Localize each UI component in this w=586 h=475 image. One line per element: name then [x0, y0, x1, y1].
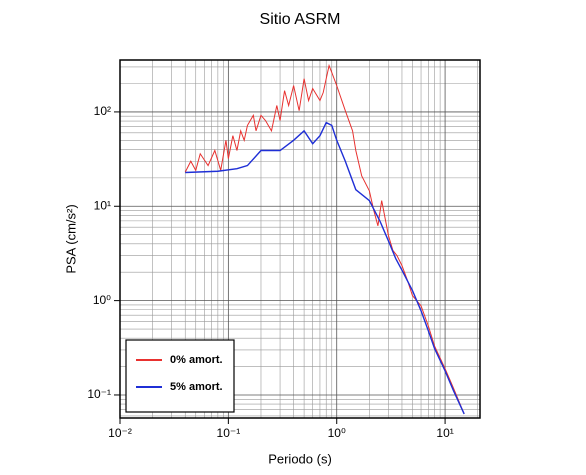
plot-frame	[119, 59, 481, 419]
x-tick-label: 10⁻²	[108, 426, 132, 440]
y-tick-label: 10²	[94, 104, 111, 118]
y-axis-label: PSA (cm/s²)	[63, 204, 78, 273]
data-line	[185, 121, 465, 415]
x-tick-label: 10⁰	[328, 426, 346, 440]
legend-label: 0% amort.	[170, 354, 223, 366]
legend-box	[125, 339, 235, 413]
chart-title: Sitio ASRM	[260, 11, 341, 28]
data-line	[184, 63, 465, 415]
x-tick-label: 10¹	[436, 426, 453, 440]
y-tick-label: 10¹	[94, 198, 111, 212]
y-tick-label: 10⁰	[93, 293, 111, 307]
x-tick-label: 10⁻¹	[217, 426, 241, 440]
y-tick-label: 10⁻¹	[87, 387, 111, 401]
legend-label: 5% amort.	[170, 381, 223, 393]
x-axis-label: Periodo (s)	[268, 451, 332, 466]
